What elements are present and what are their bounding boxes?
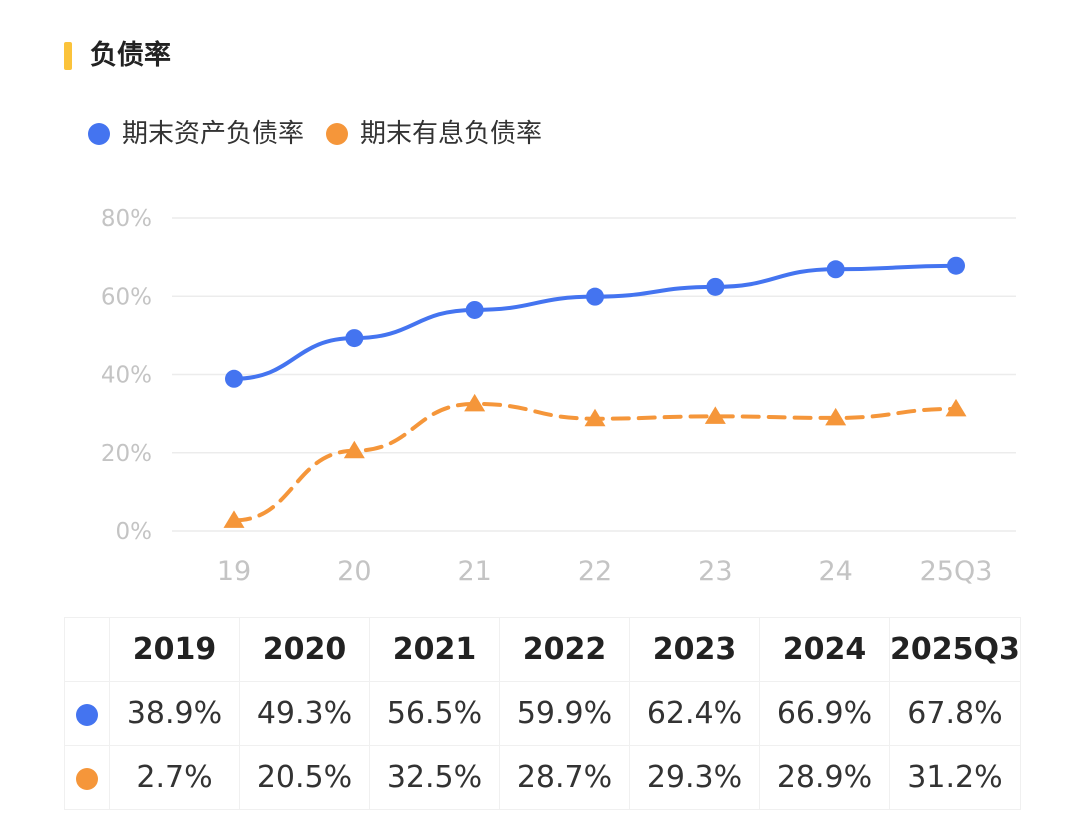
table-header-row: 2019 2020 2021 2022 2023 2024 2025Q3: [64, 617, 1021, 682]
table-row-series2: 2.7% 20.5% 32.5% 28.7% 29.3% 28.9% 31.2%: [64, 745, 1021, 810]
line-chart: 0% 20% 40% 60% 80% 19 20 21 22 23 24 25Q3: [101, 206, 1016, 587]
table-header-cell: 2021: [369, 617, 500, 682]
table-cell: 56.5%: [369, 681, 500, 746]
title-accent-bar: [64, 42, 72, 70]
chart-title: 负债率: [90, 40, 171, 71]
table-cell: 2.7%: [109, 745, 240, 810]
table-header-cell: 2024: [759, 617, 890, 682]
data-point-series1: [586, 287, 604, 306]
table-cell: 31.2%: [889, 745, 1021, 810]
table-corner-cell: [64, 617, 110, 682]
table-header-cell: 2023: [629, 617, 760, 682]
y-tick-label: 80%: [101, 206, 152, 232]
legend-dot-series1: [88, 123, 110, 145]
table-cell: 29.3%: [629, 745, 760, 810]
legend-label-series2: 期末有息负债率: [360, 119, 543, 149]
table-cell: 20.5%: [239, 745, 370, 810]
data-point-series2: [825, 407, 847, 426]
data-point-series2: [464, 393, 486, 412]
data-point-series1: [706, 277, 725, 296]
x-tick-label: 21: [457, 556, 491, 587]
data-table: 2019 2020 2021 2022 2023 2024 2025Q3 38.…: [64, 617, 1021, 810]
legend-dot-series2: [326, 123, 349, 145]
data-point-series1: [826, 260, 845, 279]
table-cell: 49.3%: [239, 681, 370, 746]
table-cell: 62.4%: [629, 681, 760, 746]
row-dot-series1: [76, 703, 98, 726]
x-tick-label: 20: [337, 556, 371, 587]
legend-item-asset-debt-ratio[interactable]: 期末资产负债率: [88, 116, 304, 152]
series-line-1: [232, 263, 958, 381]
legend-item-interest-debt-ratio[interactable]: 期末有息负债率: [326, 116, 542, 152]
data-point-series2: [704, 406, 726, 424]
data-point-series2: [223, 510, 245, 528]
table-cell: 59.9%: [499, 681, 630, 746]
data-point-series2: [584, 408, 606, 427]
y-tick-label: 60%: [101, 284, 152, 310]
row-marker-cell: [64, 745, 110, 810]
x-tick-label: 25Q3: [920, 556, 993, 587]
table-cell: 28.7%: [499, 745, 630, 810]
y-tick-label: 40%: [101, 363, 152, 389]
table-cell: 66.9%: [759, 681, 890, 746]
data-point-series1: [225, 369, 243, 388]
data-point-series2: [945, 398, 967, 417]
table-cell: 67.8%: [889, 681, 1021, 746]
row-marker-cell: [64, 681, 110, 746]
data-point-series1: [345, 329, 364, 348]
x-tick-label: 24: [818, 556, 852, 587]
legend-label-series1: 期末资产负债率: [122, 119, 305, 149]
legend: 期末资产负债率 期末有息负债率: [88, 116, 564, 152]
table-header-cell: 2025Q3: [889, 617, 1021, 682]
data-point-series2: [343, 440, 365, 459]
x-tick-label: 22: [578, 556, 612, 587]
y-tick-label: 20%: [101, 441, 152, 467]
table-row-series1: 38.9% 49.3% 56.5% 59.9% 62.4% 66.9% 67.8…: [64, 681, 1021, 746]
table-header-cell: 2020: [239, 617, 370, 682]
x-tick-label: 23: [698, 556, 732, 587]
data-point-series1: [465, 300, 484, 319]
y-tick-label: 0%: [116, 519, 153, 545]
data-point-series1: [947, 256, 965, 275]
table-header-cell: 2019: [109, 617, 240, 682]
row-dot-series2: [76, 767, 98, 790]
table-cell: 32.5%: [369, 745, 500, 810]
table-cell: 28.9%: [759, 745, 890, 810]
table-cell: 38.9%: [109, 681, 240, 746]
x-tick-label: 19: [217, 556, 251, 587]
table-header-cell: 2022: [499, 617, 630, 682]
